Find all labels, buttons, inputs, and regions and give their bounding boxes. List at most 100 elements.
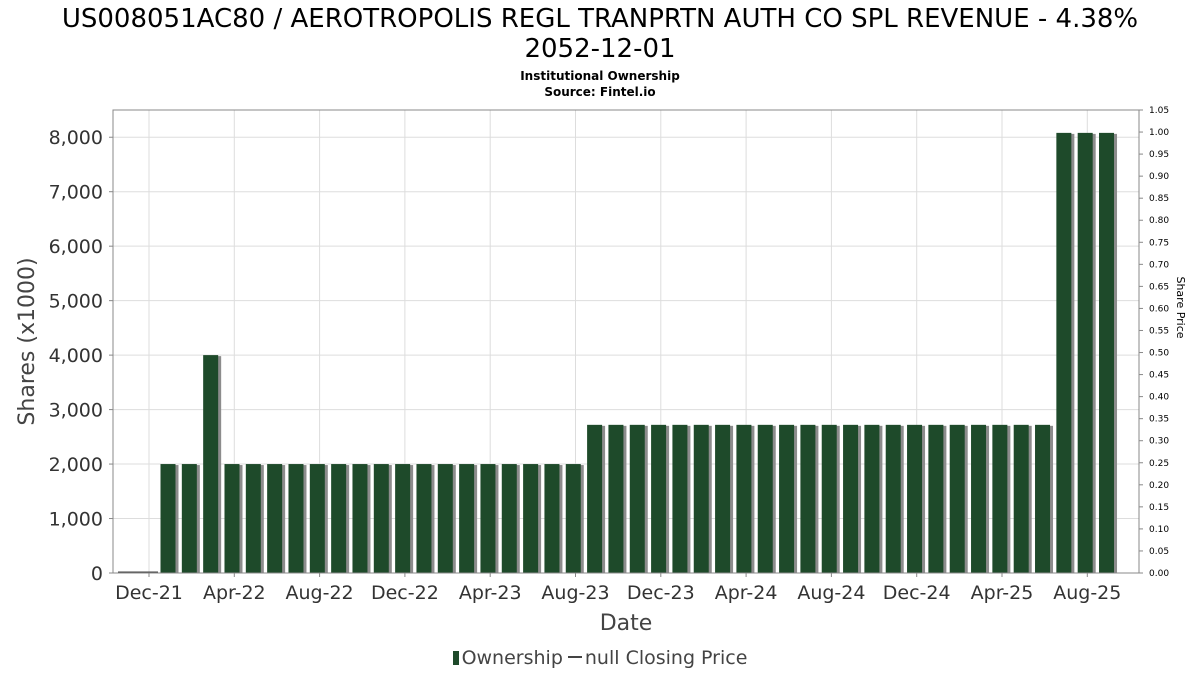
x-axis-label: Date [600, 611, 653, 636]
y-tick-label: 8,000 [49, 127, 103, 149]
ownership-bar [437, 464, 453, 573]
ownership-bar [736, 424, 752, 573]
ownership-bar [352, 464, 368, 573]
ownership-bar [373, 464, 389, 573]
y-axis-label: Shares (x1000) [15, 257, 40, 425]
y2-tick-label: 0.55 [1149, 326, 1169, 336]
y2-tick-label: 1.05 [1149, 106, 1169, 116]
x-tick-label: Aug-23 [541, 582, 609, 604]
legend-price-label: null Closing Price [584, 647, 748, 669]
ownership-bar [181, 464, 197, 573]
chart-title-line-2: 2052-12-01 [524, 34, 676, 64]
ownership-bar [395, 464, 411, 573]
y2-tick-label: 0.30 [1149, 437, 1169, 447]
y2-tick-label: 0.35 [1149, 415, 1169, 425]
ownership-bar [1077, 132, 1093, 574]
y2-tick-label: 0.90 [1149, 172, 1169, 182]
ownership-bar [757, 424, 773, 573]
ownership-bar [544, 464, 560, 573]
y2-tick-label: 0.65 [1149, 282, 1169, 292]
chart-title-line-1: US008051AC80 / AEROTROPOLIS REGL TRANPRT… [61, 4, 1139, 34]
y2-tick-label: 0.70 [1149, 260, 1169, 270]
ownership-bar [267, 464, 283, 573]
y2-tick-label: 0.50 [1149, 349, 1169, 359]
legend: Ownership null Closing Price [0, 647, 1200, 669]
y2-tick-label: 0.20 [1149, 481, 1169, 491]
y2-tick-label: 0.25 [1149, 459, 1169, 469]
y2-tick-label: 0.45 [1149, 371, 1169, 381]
ownership-bar [459, 464, 475, 573]
y2-tick-label: 0.60 [1149, 304, 1169, 314]
x-tick-label: Dec-24 [883, 582, 951, 604]
y2-tick-label: 0.00 [1149, 569, 1169, 579]
y-tick-label: 1,000 [49, 509, 103, 531]
ownership-bar [693, 424, 709, 573]
ownership-bar [928, 424, 944, 573]
ownership-bar [309, 464, 325, 573]
ownership-bar [587, 424, 603, 573]
ownership-bar [672, 424, 688, 573]
y-tick-label: 5,000 [49, 291, 103, 313]
ownership-bar [843, 424, 859, 573]
x-tick-label: Dec-22 [371, 582, 439, 604]
x-tick-label: Apr-23 [459, 582, 522, 604]
y2-tick-label: 0.10 [1149, 525, 1169, 535]
legend-ownership-label: Ownership [461, 647, 563, 669]
x-tick-label: Apr-25 [971, 582, 1034, 604]
ownership-bar [331, 464, 347, 573]
ownership-bar [245, 464, 261, 573]
ownership-bar [971, 424, 987, 573]
ownership-bar [864, 424, 880, 573]
left-axis-ticks: 0 1,000 2,000 3,000 4,000 5,000 6,000 7,000 8,00… [49, 127, 113, 585]
y2-axis-label: Share Price [1174, 276, 1187, 338]
ownership-bar [821, 424, 837, 573]
y-tick-label: 6,000 [49, 236, 103, 258]
ownership-bar [203, 355, 219, 573]
x-tick-label: Apr-22 [203, 582, 266, 604]
ownership-bar [160, 464, 176, 573]
legend-ownership-swatch [452, 651, 459, 665]
ownership-bar [992, 424, 1008, 573]
right-axis-ticks: 0.00 0.05 0.10 0.15 0.20 0.25 0.30 0.35 0.40 0.45… [1139, 106, 1169, 579]
ownership-bar [565, 464, 581, 573]
chart-title: US008051AC80 / AEROTROPOLIS REGL TRANPRT… [0, 4, 1200, 64]
y-tick-label: 2,000 [49, 454, 103, 476]
ownership-bar [1099, 132, 1115, 574]
subtitle-line-2: Source: Fintel.io [544, 85, 656, 99]
ownership-bar [885, 424, 901, 573]
ownership-bar [779, 424, 795, 573]
ownership-bar [1056, 132, 1072, 574]
y2-tick-label: 0.05 [1149, 547, 1169, 557]
x-axis-ticks: Dec-21 Apr-22 Aug-22 Dec-22 Apr-23 Aug-23 Dec-… [115, 573, 1121, 604]
ownership-bar [608, 424, 624, 573]
ownership-bar [907, 424, 923, 573]
ownership-bar [629, 424, 645, 573]
x-tick-label: Aug-24 [797, 582, 865, 604]
y2-tick-label: 0.80 [1149, 216, 1169, 226]
ownership-bar [651, 424, 667, 573]
y2-tick-label: 1.00 [1149, 128, 1169, 138]
ownership-bar [501, 464, 517, 573]
ownership-bar [480, 464, 496, 573]
x-tick-label: Dec-21 [115, 582, 183, 604]
plot-frame [112, 109, 1140, 574]
legend-price-swatch [567, 656, 582, 658]
x-tick-label: Aug-22 [286, 582, 354, 604]
y-tick-label: 0 [91, 563, 103, 585]
bar-series-ownership [118, 132, 1118, 574]
y2-tick-label: 0.75 [1149, 238, 1169, 248]
y2-tick-label: 0.95 [1149, 150, 1169, 160]
ownership-bar [800, 424, 816, 573]
ownership-bar [1013, 424, 1029, 573]
ownership-bar [523, 464, 539, 573]
y-tick-label: 4,000 [49, 345, 103, 367]
subtitle-line-1: Institutional Ownership [520, 69, 680, 83]
x-tick-label: Dec-23 [627, 582, 695, 604]
x-tick-label: Apr-24 [715, 582, 778, 604]
y-tick-label: 7,000 [49, 182, 103, 204]
y2-tick-label: 0.40 [1149, 393, 1169, 403]
y2-tick-label: 0.15 [1149, 503, 1169, 513]
ownership-bar [224, 464, 240, 573]
ownership-bar [1035, 424, 1051, 573]
ownership-bar [949, 424, 965, 573]
